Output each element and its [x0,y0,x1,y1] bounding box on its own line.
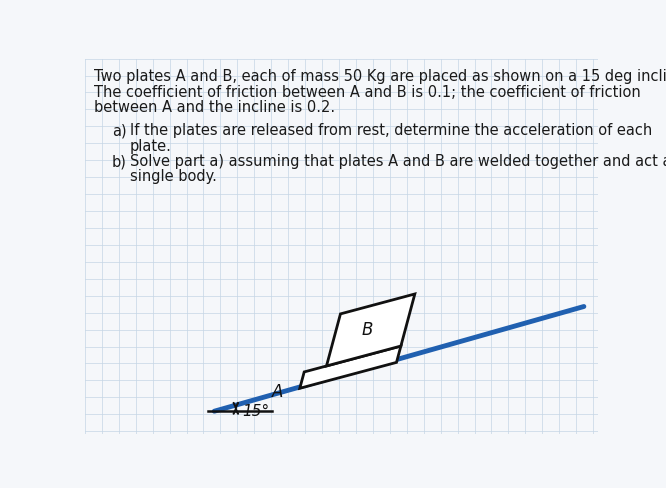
Polygon shape [326,294,415,366]
Text: plate.: plate. [130,139,171,154]
Text: 15°: 15° [242,404,269,419]
Text: b): b) [112,154,127,169]
Text: single body.: single body. [130,169,216,184]
Text: between A and the incline is 0.2.: between A and the incline is 0.2. [94,100,335,115]
Text: If the plates are released from rest, determine the acceleration of each: If the plates are released from rest, de… [130,123,652,138]
Text: B: B [361,321,372,339]
Text: Solve part a) assuming that plates A and B are welded together and act as a: Solve part a) assuming that plates A and… [130,154,666,169]
Polygon shape [300,346,401,388]
Text: a): a) [112,123,127,138]
Text: Two plates A and B, each of mass 50 Kg are placed as shown on a 15 deg incline.: Two plates A and B, each of mass 50 Kg a… [94,69,666,84]
Text: A: A [272,383,283,401]
Text: The coefficient of friction between A and B is 0.1; the coefficient of friction: The coefficient of friction between A an… [94,85,641,100]
